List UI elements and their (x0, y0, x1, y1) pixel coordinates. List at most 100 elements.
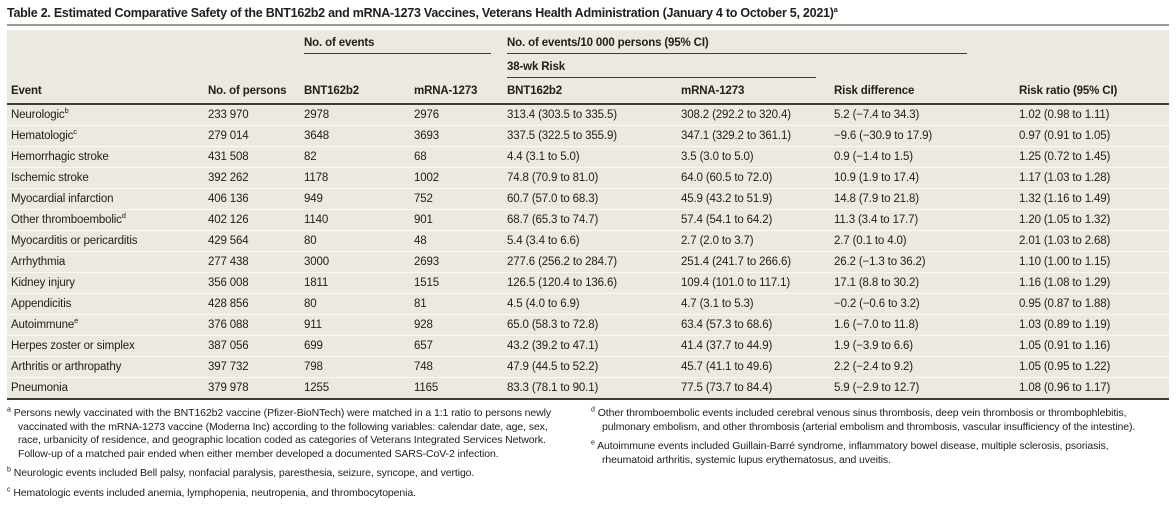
footnotes: a Persons newly vaccinated with the BNT1… (7, 407, 1169, 506)
cell-risk-ratio: 1.05 (0.91 to 1.16) (1015, 335, 1170, 357)
cell-risk-diff: −0.2 (−0.6 to 3.2) (830, 293, 1016, 315)
cell-events-bnt: 699 (300, 335, 410, 357)
group-header-rate: No. of events/10 000 persons (95% CI) (507, 36, 968, 54)
header-spacer (204, 30, 300, 57)
cell-risk-bnt: 60.7 (57.0 to 68.3) (503, 188, 678, 210)
cell-risk-mrna: 308.2 (292.2 to 320.4) (681, 109, 791, 121)
cell-persons: 402 126 (204, 209, 300, 231)
column-header-row: Event No. of persons BNT162b2 mRNA-1273 … (7, 81, 1170, 105)
table-row: Other thromboembolicd 402 126 1140 901 68.7 … (7, 209, 1170, 231)
cell-events-bnt: 1140 (300, 209, 410, 231)
group-header-38wk-risk: 38-wk Risk (507, 60, 817, 78)
cell-risk-diff: −9.6 (−30.9 to 17.9) (830, 125, 1016, 147)
header-spacer (830, 57, 1015, 81)
table-figure: Table 2. Estimated Comparative Safety of… (7, 4, 1170, 506)
cell-events-bnt: 3000 (300, 251, 410, 273)
cell-event: Hemorrhagic stroke (7, 146, 204, 168)
cell-events-bnt: 80 (300, 230, 410, 252)
safety-table: No. of events No. of events/10 000 perso… (7, 30, 1170, 400)
cell-risk-bnt: 83.3 (78.1 to 90.1) (503, 377, 678, 399)
cell-event: Appendicitis (7, 293, 204, 315)
header-spacer (1015, 57, 1169, 81)
col-header-risk-difference: Risk difference (830, 81, 1016, 105)
cell-persons: 356 008 (204, 272, 300, 294)
cell-event: Arthritis or arthropathy (7, 356, 204, 378)
cell-risk-bnt: 74.8 (70.9 to 81.0) (503, 167, 678, 189)
cell-event: Myocardial infarction (7, 188, 204, 210)
cell-risk-mrna: 57.4 (54.1 to 64.2) (677, 209, 831, 231)
cell-risk-bnt: 313.4 (303.5 to 335.5) (507, 109, 617, 121)
cell-events-mrna: 1515 (410, 272, 504, 294)
cell-risk-ratio: 1.32 (1.16 to 1.49) (1015, 188, 1170, 210)
footnote-marker: e (591, 439, 595, 447)
footnote-marker: d (121, 211, 126, 221)
footnote-marker: c (73, 127, 78, 137)
col-header-events-bnt162b2: BNT162b2 (300, 81, 410, 105)
table-row: Kidney injury 356 008 1811 1515 126.5 (120.4… (7, 272, 1170, 294)
cell-events-mrna: 68 (410, 146, 504, 168)
cell-risk-ratio: 1.10 (1.00 to 1.15) (1015, 251, 1170, 273)
table-row: Arrhythmia 277 438 3000 2693 277.6 (256.2 to… (7, 251, 1170, 273)
table-row: Hematologicc 279 014 3648 3693 337.5 (322.5 … (7, 125, 1170, 147)
cell-event: Arrhythmia (7, 251, 204, 273)
cell-risk-mrna: 4.7 (3.1 to 5.3) (677, 293, 831, 315)
cell-risk-bnt: 4.4 (3.1 to 5.0) (503, 146, 678, 168)
footnote-marker: a (7, 406, 11, 414)
cell-risk-ratio: 1.16 (1.08 to 1.29) (1015, 272, 1170, 294)
cell-event: Ischemic stroke (7, 167, 204, 189)
col-header-event: Event (7, 81, 204, 105)
cell-events-mrna: 1002 (410, 167, 504, 189)
cell-event: Herpes zoster or simplex (7, 335, 204, 357)
cell-risk-ratio: 1.03 (0.89 to 1.19) (1015, 314, 1170, 336)
header-spacer (7, 30, 204, 57)
footnote-marker: e (74, 316, 79, 326)
cell-risk-diff: 17.1 (8.8 to 30.2) (830, 272, 1016, 294)
cell-risk-diff: 2.7 (0.1 to 4.0) (830, 230, 1016, 252)
header-spacer (1015, 30, 1169, 57)
cell-persons: 428 856 (204, 293, 300, 315)
cell-event: Myocarditis or pericarditis (7, 230, 204, 252)
cell-risk-bnt: 68.7 (65.3 to 74.7) (503, 209, 678, 231)
cell-risk-diff: 26.2 (−1.3 to 36.2) (830, 251, 1016, 273)
cell-risk-diff: 14.8 (7.9 to 21.8) (830, 188, 1016, 210)
table-title-text: Table 2. Estimated Comparative Safety of… (7, 6, 834, 20)
cell-risk-bnt: 337.5 (322.5 to 355.9) (503, 125, 678, 147)
cell-persons: 397 732 (204, 356, 300, 378)
footnotes-left-column: a Persons newly vaccinated with the BNT1… (7, 407, 565, 506)
cell-persons: 387 056 (204, 335, 300, 357)
cell-risk-diff: 1.9 (−3.9 to 6.6) (830, 335, 1016, 357)
cell-risk-ratio: 1.02 (0.98 to 1.11) (1019, 109, 1110, 121)
cell-risk-ratio: 0.97 (0.91 to 1.05) (1015, 125, 1170, 147)
cell-events-mrna: 2976 (414, 109, 439, 121)
footnote-marker: b (64, 106, 69, 116)
table-row: Autoimmunee 376 088 911 928 65.0 (58.3 to 72… (7, 314, 1170, 336)
cell-events-bnt: 1255 (300, 377, 410, 399)
cell-persons: 429 564 (204, 230, 300, 252)
cell-risk-diff: 5.9 (−2.9 to 12.7) (830, 377, 1016, 399)
cell-events-mrna: 748 (410, 356, 504, 378)
cell-risk-diff: 5.2 (−7.4 to 34.3) (834, 109, 920, 121)
cell-events-mrna: 928 (410, 314, 504, 336)
cell-events-bnt: 82 (300, 146, 410, 168)
cell-events-bnt: 798 (300, 356, 410, 378)
cell-persons: 379 978 (204, 377, 300, 399)
table-row: Hemorrhagic stroke 431 508 82 68 4.4 (3.1 to… (7, 146, 1170, 168)
cell-events-bnt: 2978 (304, 109, 329, 121)
cell-persons: 376 088 (204, 314, 300, 336)
cell-event: Hematologicc (7, 125, 204, 147)
cell-risk-mrna: 347.1 (329.2 to 361.1) (677, 125, 831, 147)
cell-event: Autoimmunee (7, 314, 204, 336)
table-row: Pneumonia 379 978 1255 1165 83.3 (78.1 to 90… (7, 377, 1170, 399)
cell-persons: 406 136 (204, 188, 300, 210)
footnote-d: d Other thromboembolic events included c… (591, 406, 1136, 433)
cell-risk-diff: 1.6 (−7.0 to 11.8) (830, 314, 1016, 336)
table-title: Table 2. Estimated Comparative Safety of… (7, 4, 1169, 20)
cell-event: Neurologicb (11, 106, 69, 121)
cell-risk-mrna: 3.5 (3.0 to 5.0) (677, 146, 831, 168)
header-group-row-1: No. of events No. of events/10 000 perso… (7, 30, 1169, 57)
cell-risk-mrna: 251.4 (241.7 to 266.6) (677, 251, 831, 273)
cell-risk-mrna: 41.4 (37.7 to 44.9) (677, 335, 831, 357)
cell-events-bnt: 1178 (300, 167, 410, 189)
cell-risk-mrna: 109.4 (101.0 to 117.1) (677, 272, 831, 294)
cell-risk-mrna: 77.5 (73.7 to 84.4) (677, 377, 831, 399)
